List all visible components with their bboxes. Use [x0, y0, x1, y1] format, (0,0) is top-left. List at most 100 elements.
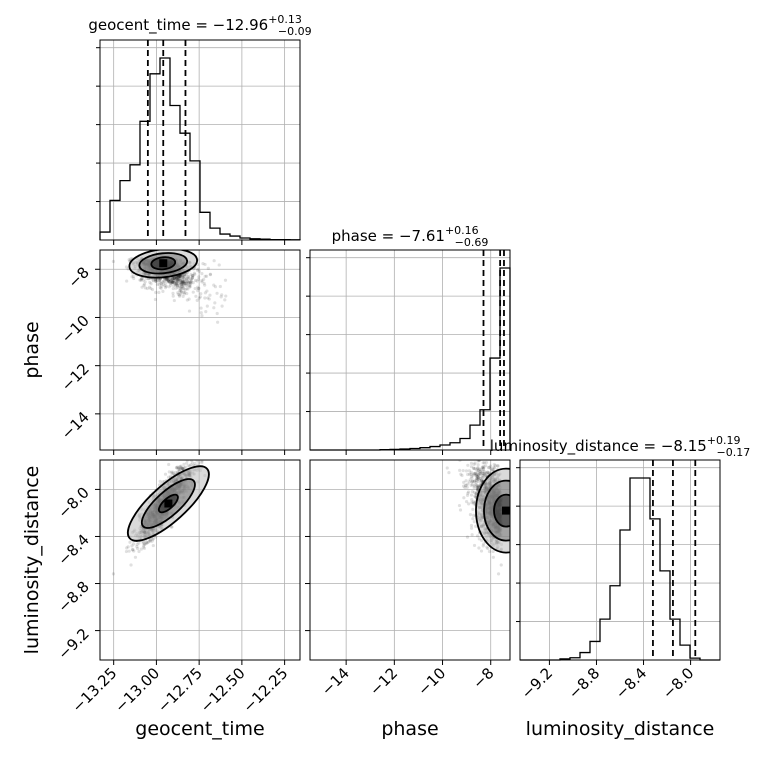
sample-point [159, 281, 163, 285]
sample-point [177, 275, 181, 279]
sample-point [197, 286, 201, 290]
sample-point [178, 275, 182, 279]
sample-point [169, 281, 173, 285]
sample-point [168, 283, 173, 287]
sample-point [470, 476, 474, 480]
sample-point [174, 282, 178, 286]
sample-point [473, 483, 477, 487]
sample-point [469, 526, 474, 530]
sample-point [484, 471, 489, 475]
axes-frame [309, 459, 511, 661]
sample-point [474, 474, 479, 478]
sample-point [466, 490, 471, 494]
sample-point [137, 541, 141, 545]
axes-frame [99, 249, 301, 451]
sample-point [472, 490, 476, 494]
ylabel-luminosity-distance: luminosity_distance [21, 466, 43, 655]
sample-point [173, 277, 177, 281]
sample-point [475, 483, 479, 487]
sample-point [141, 541, 145, 545]
sample-point [125, 279, 129, 283]
sample-point [183, 288, 187, 292]
sample-point [200, 278, 204, 283]
sample-point [172, 277, 176, 281]
sample-point [127, 549, 131, 553]
sample-point [469, 465, 474, 469]
sample-point [459, 472, 463, 476]
sample-point [166, 279, 171, 283]
sample-point [187, 283, 191, 288]
sample-point [470, 501, 474, 505]
sample-point [466, 491, 470, 495]
sample-point [177, 277, 182, 281]
sample-point [466, 463, 470, 467]
panel-geocent-time-vs-luminosity-distance: −13.25−13.00−12.75−12.50−12.25 −9.2 −8.8 −8… [54, 459, 301, 716]
sample-point [179, 288, 183, 292]
sample-point [189, 280, 193, 284]
sample-point [163, 284, 167, 288]
sample-point [462, 496, 466, 500]
sample-point [187, 280, 191, 285]
sample-point [205, 289, 209, 293]
sample-point [199, 306, 203, 310]
sample-point [472, 502, 476, 506]
sample-point [130, 544, 134, 548]
tick-label-x: −10 [414, 664, 449, 699]
xlabel-geocent-time: geocent_time [135, 718, 264, 740]
sample-point [164, 281, 168, 285]
sample-point [477, 478, 482, 482]
sample-point [179, 465, 183, 470]
sample-point [179, 464, 183, 468]
sample-point [111, 259, 116, 264]
sample-point [469, 461, 474, 465]
sample-point [174, 280, 179, 284]
tick-label-x: −12.50 [197, 664, 249, 716]
sample-point [467, 480, 471, 484]
sample-point [489, 467, 493, 471]
sample-point [197, 269, 201, 273]
tick-label-y: −14 [58, 408, 93, 443]
sample-point [478, 476, 482, 480]
sample-point [472, 484, 477, 488]
sample-point [180, 284, 184, 288]
sample-point [474, 478, 479, 483]
sample-point [169, 474, 173, 478]
sample-point [470, 480, 474, 484]
sample-point [203, 262, 207, 267]
sample-point [174, 283, 178, 288]
sample-point [179, 285, 183, 290]
sample-point [196, 289, 200, 293]
sample-point [175, 281, 179, 285]
sample-point [202, 281, 206, 285]
sample-point [174, 286, 178, 290]
sample-point [180, 276, 185, 280]
sample-point [167, 280, 171, 284]
sample-point [181, 275, 185, 280]
sample-point [168, 280, 172, 284]
sample-point [182, 274, 186, 278]
sample-point [177, 293, 182, 297]
tick-label-y: −8.8 [54, 578, 92, 616]
sample-point [482, 461, 486, 465]
sample-point [476, 485, 480, 489]
sample-point [219, 295, 223, 299]
sample-point [141, 540, 145, 544]
sample-point [476, 487, 480, 491]
sample-point [151, 278, 155, 282]
sample-point [484, 460, 488, 465]
sample-point [180, 467, 184, 471]
sample-point [139, 278, 143, 282]
sample-point [162, 279, 167, 283]
sample-point [143, 286, 148, 290]
sample-point [171, 280, 175, 285]
sample-point [147, 540, 151, 544]
sample-point [151, 537, 156, 541]
sample-point [167, 279, 171, 283]
sample-point [157, 278, 162, 282]
scatter-layer [111, 460, 210, 576]
sample-point [187, 277, 191, 281]
sample-point [206, 296, 210, 300]
sample-point [479, 478, 484, 482]
sample-point [169, 281, 173, 286]
